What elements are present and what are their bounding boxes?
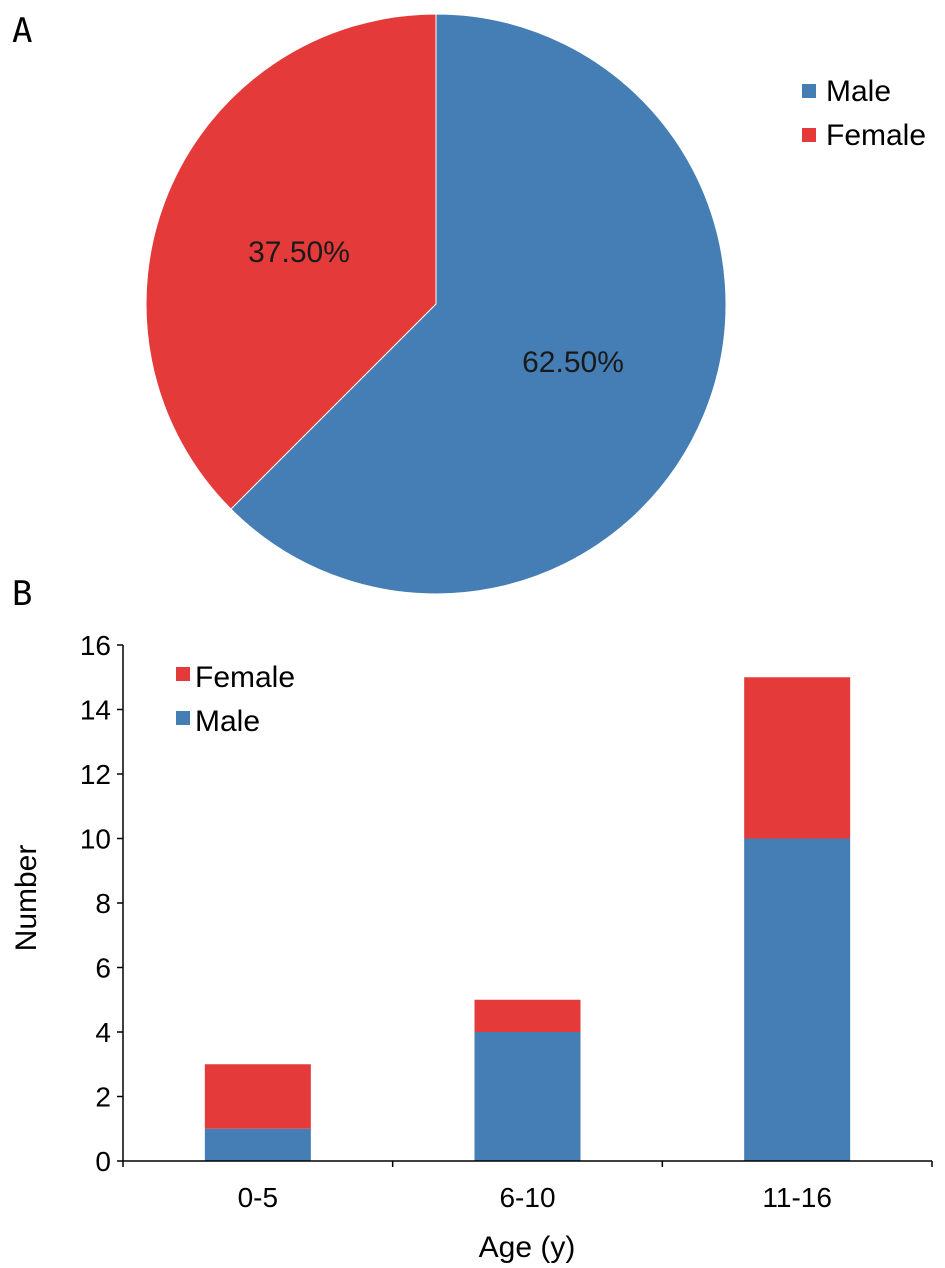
y-tick-label: 8 xyxy=(95,888,111,919)
legend-swatch-female xyxy=(176,667,190,681)
y-tick-label: 12 xyxy=(80,759,111,790)
y-tick-label: 6 xyxy=(95,953,111,984)
stacked-bar-chart: 0 2 4 6 8 10 12 14 16 0-5 6-10 11-16 Number Age (y… xyxy=(10,630,933,1264)
y-tick-label: 0 xyxy=(95,1146,111,1177)
bar-male-6-10 xyxy=(474,1032,581,1161)
legend-label-male: Male xyxy=(195,705,260,738)
bar-legend: Female Male xyxy=(176,661,295,738)
legend-swatch-female xyxy=(802,128,816,142)
legend-label-female: Female xyxy=(195,661,295,694)
legend-label-female: Female xyxy=(826,119,926,152)
bar-male-11-16 xyxy=(744,838,851,1161)
legend-swatch-male xyxy=(802,84,816,98)
y-tick-label: 2 xyxy=(95,1082,111,1113)
pie-slice-female xyxy=(145,13,437,510)
bar-male-0-5 xyxy=(204,1128,311,1161)
pie-slice-male xyxy=(230,13,727,595)
x-tick-label: 6-10 xyxy=(499,1182,555,1213)
bar-female-0-5 xyxy=(204,1064,311,1129)
bar-female-11-16 xyxy=(744,677,851,839)
legend-swatch-male xyxy=(176,711,190,725)
x-tick-label: 0-5 xyxy=(238,1182,278,1213)
bar-female-6-10 xyxy=(474,999,581,1032)
y-tick-label: 10 xyxy=(80,824,111,855)
pie-label-female: 37.50% xyxy=(248,236,350,269)
pie-legend: Male Female xyxy=(802,75,926,152)
panel-letter-b: B xyxy=(12,574,32,614)
pie-label-male: 62.50% xyxy=(522,346,624,379)
y-tick-label: 16 xyxy=(80,630,111,661)
y-tick-label: 14 xyxy=(80,695,111,726)
legend-label-male: Male xyxy=(826,75,891,108)
panel-letter-a: A xyxy=(12,11,32,51)
y-tick-label: 4 xyxy=(95,1017,111,1048)
x-tick-label: 11-16 xyxy=(762,1182,832,1213)
pie-chart: 62.50% 37.50% xyxy=(145,13,727,595)
x-axis-title: Age (y) xyxy=(479,1231,576,1264)
y-axis-title: Number xyxy=(10,845,43,952)
